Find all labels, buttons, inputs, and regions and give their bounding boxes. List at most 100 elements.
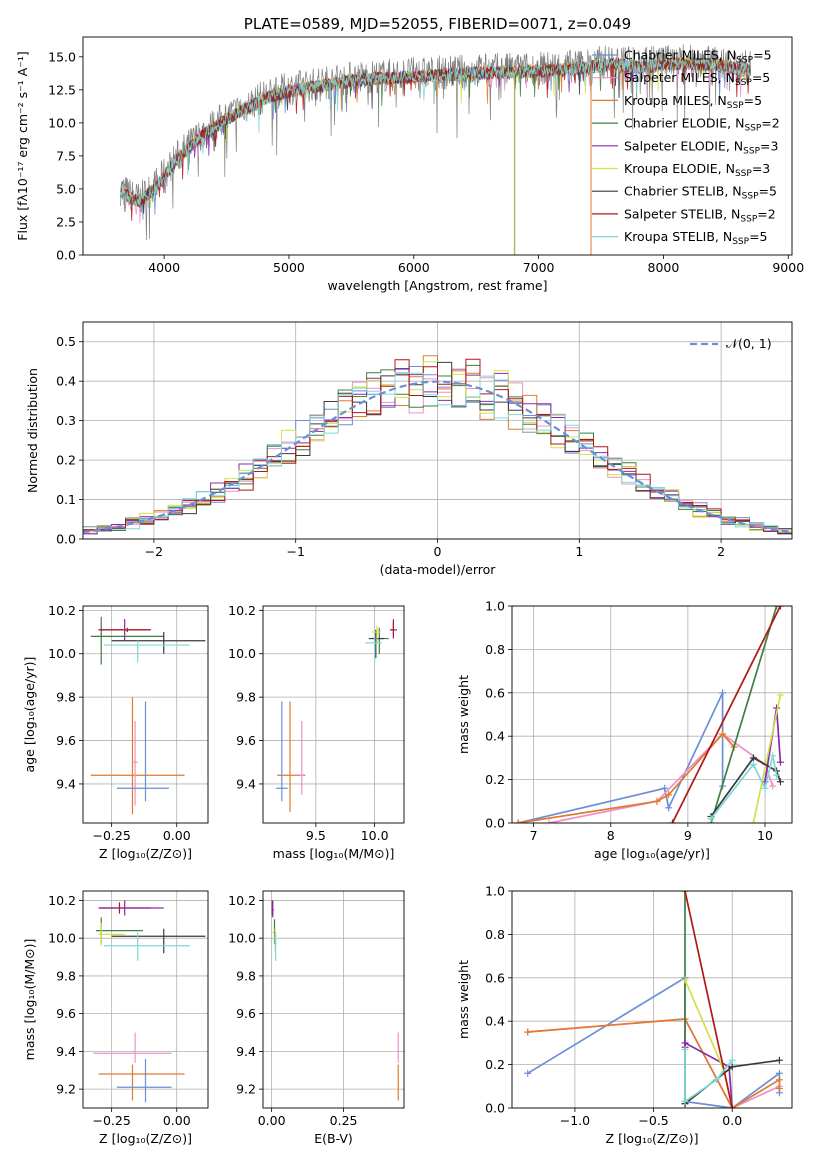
y-tick-label: 10.2: [228, 893, 256, 908]
x-tick-label: −0.25: [92, 1113, 130, 1128]
legend-text: Chabrier STELIB, N: [624, 184, 742, 199]
y-axis-label: Normed distribution: [25, 368, 40, 493]
mass-weight-vs-age-panel: 7 8 9 10 0.0 0.2 0.4 0.6 0.8 1.0 age [log₁₀(age/yr…: [456, 599, 793, 861]
x-axis-label: E(B-V): [314, 1131, 353, 1146]
legend-label: Chabrier ELODIE, NSSP=2: [624, 116, 780, 134]
legend-subscript: SSP: [735, 169, 752, 179]
x-tick-label: 9000: [772, 260, 804, 275]
y-tick-label: 9.8: [236, 968, 256, 983]
legend-text: Kroupa MILES, N: [624, 93, 727, 108]
x-tick-label: 1: [575, 544, 583, 559]
spectrum-panel: 4000 5000 6000 7000 8000 9000 0.0 2.5 5.0 7.5 10.0…: [15, 15, 804, 293]
x-axis-label: Z [log₁₀(Z/Z⊙)]: [606, 1131, 699, 1146]
y-tick-label: 0.2: [485, 772, 505, 787]
y-tick-label: 9.6: [236, 1006, 256, 1021]
mass-weight-line: [710, 756, 782, 817]
legend-subscript: SSP: [740, 214, 757, 224]
x-axis-label: Z [log₁₀(Z/Z⊙)]: [99, 846, 192, 861]
observed-spectrum-line: [120, 44, 751, 241]
y-tick-label: 10.2: [48, 603, 76, 618]
legend-label: Chabrier STELIB, NSSP=5: [624, 184, 777, 202]
y-tick-label: 0.2: [485, 1057, 505, 1072]
y-tick-label: 9.6: [56, 733, 76, 748]
x-axis-label: (data-model)/error: [380, 562, 497, 577]
y-tick-label: 10.2: [228, 603, 256, 618]
legend-text: Kroupa ELODIE, N: [624, 161, 735, 176]
y-axis-label: mass weight: [456, 960, 471, 1039]
x-tick-label: 4000: [148, 260, 180, 275]
y-tick-label: 9.4: [236, 1044, 256, 1059]
mass-weight-line: [752, 694, 782, 823]
legend-label: Kroupa MILES, NSSP=5: [624, 93, 762, 111]
x-tick-label: 6000: [398, 260, 430, 275]
y-tick-label: 9.8: [236, 690, 256, 705]
legend-subscript: SSP: [742, 192, 759, 202]
y-tick-label: 0.0: [485, 1101, 505, 1116]
x-tick-label: −1.0: [560, 1113, 590, 1128]
y-tick-label: 7.5: [56, 148, 76, 163]
y-tick-label: 0.4: [56, 374, 76, 389]
y-tick-label: 1.0: [485, 599, 505, 614]
mass-vs-extinction-panel: 0.00 0.25 9.2 9.4 9.6 9.8 10.0 10.2 E(B-V): [228, 890, 405, 1146]
x-tick-label: 10: [757, 828, 773, 843]
mass-weight-line: [684, 1049, 733, 1104]
y-tick-label: 0.4: [485, 729, 505, 744]
age-vs-metallicity-panel: −0.25 0.00 9.4 9.6 9.8 10.0 10.2 Z [log₁₀(Z/Z⊙)…: [22, 603, 209, 861]
x-tick-label: 9.5: [306, 828, 326, 843]
y-tick-label: 0.4: [485, 1014, 505, 1029]
mass-weight-line: [710, 606, 778, 823]
mass-vs-metallicity-panel: −0.25 0.00 9.2 9.4 9.6 9.8 10.0 10.2 Z [log₁₀(Z/…: [22, 890, 209, 1146]
legend-text: Salpeter ELODIE, N: [624, 138, 743, 153]
y-tick-label: 9.4: [56, 1044, 76, 1059]
y-tick-label: 0.0: [56, 532, 76, 547]
y-tick-label: 1.0: [485, 884, 505, 899]
x-tick-label: 0.00: [258, 1113, 286, 1128]
axes-frame: [511, 605, 793, 824]
y-tick-label: 0.0: [485, 816, 505, 831]
x-axis-label: age [log₁₀(age/yr)]: [594, 846, 710, 861]
axes-frame: [82, 321, 793, 540]
y-tick-label: 2.5: [56, 214, 76, 229]
y-tick-label: 9.4: [236, 776, 256, 791]
y-tick-label: 10.0: [228, 646, 256, 661]
x-tick-label: 7: [530, 828, 538, 843]
y-tick-label: 5.0: [56, 181, 76, 196]
y-tick-label: 0.5: [56, 334, 76, 349]
x-tick-label: 5000: [273, 260, 305, 275]
x-tick-label: 8000: [648, 260, 680, 275]
x-axis-label: mass [log₁₀(M/M⊙)]: [273, 846, 395, 861]
axes-frame: [82, 605, 209, 824]
y-tick-label: 0.6: [485, 970, 505, 985]
y-tick-label: 9.4: [56, 776, 76, 791]
legend-value: =3: [752, 161, 770, 176]
y-tick-label: 9.6: [56, 1006, 76, 1021]
y-tick-label: 0.1: [56, 492, 76, 507]
legend-subscript: SSP: [743, 146, 760, 156]
y-tick-label: 9.2: [56, 1082, 76, 1097]
y-axis-label: age [log₁₀(age/yr)]: [22, 657, 37, 773]
x-tick-label: −1: [286, 544, 304, 559]
y-tick-label: 0.8: [485, 927, 505, 942]
legend-text: Salpeter MILES, N: [624, 70, 735, 85]
mass-weight-line: [671, 606, 782, 823]
y-tick-label: 12.5: [48, 82, 76, 97]
x-tick-label: −2: [145, 544, 163, 559]
legend-label: Kroupa STELIB, NSSP=5: [624, 229, 768, 247]
y-tick-label: 0.8: [485, 642, 505, 657]
y-axis-label: mass [log₁₀(M/M⊙)]: [22, 939, 37, 1061]
axes-frame: [82, 36, 793, 256]
legend-value: =2: [757, 206, 775, 221]
legend-text: Kroupa STELIB, N: [624, 229, 732, 244]
mass-weight-line: [684, 891, 734, 1108]
y-tick-label: 10.0: [48, 931, 76, 946]
mass-weight-line: [518, 732, 735, 823]
legend-label: Salpeter ELODIE, NSSP=3: [624, 138, 778, 156]
x-tick-label: 0: [434, 544, 442, 559]
y-tick-label: 9.6: [236, 733, 256, 748]
legend-text: Chabrier MILES, N: [624, 48, 736, 63]
model-spectrum-line: [120, 57, 751, 208]
age-vs-mass-panel: 9.5 10.0 9.4 9.6 9.8 10.0 10.2 mass [log₁₀(M/M⊙…: [228, 603, 405, 861]
legend-value: =5: [752, 70, 770, 85]
x-tick-label: 0.25: [330, 1113, 358, 1128]
